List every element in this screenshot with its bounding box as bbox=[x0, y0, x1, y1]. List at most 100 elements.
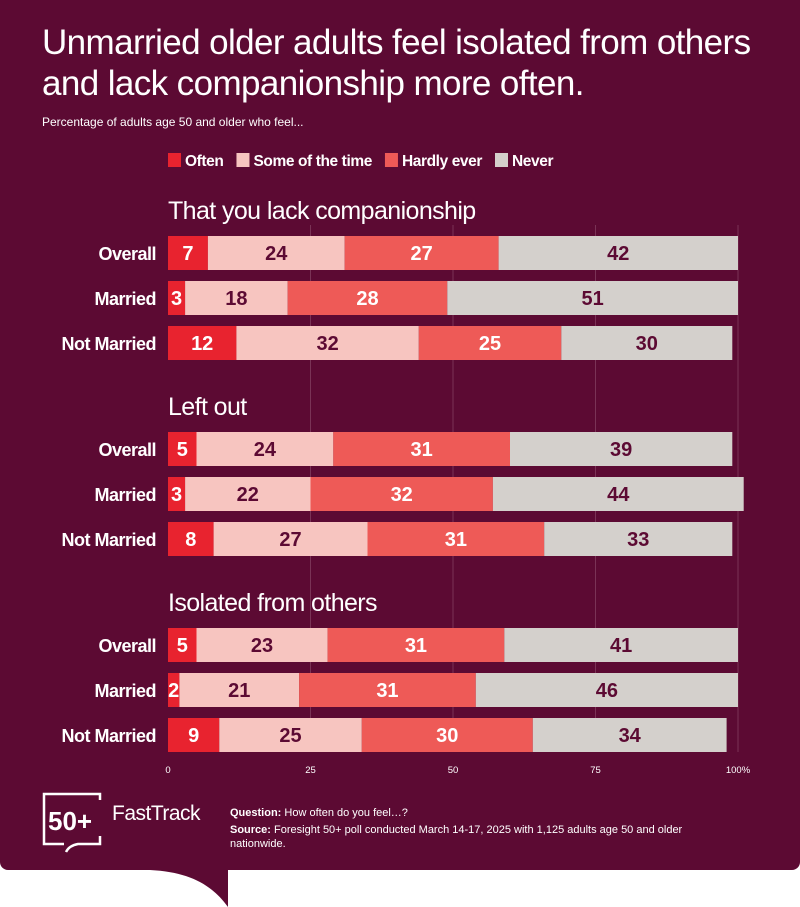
data-label: 5 bbox=[177, 635, 188, 657]
bar-segment-often bbox=[168, 432, 197, 466]
logo-text: 50+ bbox=[48, 806, 92, 836]
data-label: 27 bbox=[279, 529, 301, 551]
bar-segment-never bbox=[504, 628, 738, 662]
data-label: 44 bbox=[607, 484, 630, 506]
data-label: 51 bbox=[582, 288, 604, 310]
x-tick-label: 25 bbox=[305, 765, 316, 776]
row-label: Married bbox=[94, 289, 156, 309]
bar-segment-never bbox=[447, 281, 738, 315]
chart-subtitle: Percentage of adults age 50 and older wh… bbox=[42, 115, 304, 129]
legend-swatch-2 bbox=[384, 153, 398, 167]
panel-title: Left out bbox=[168, 393, 247, 421]
legend-label-0: Often bbox=[185, 153, 223, 170]
question-text: How often do you feel…? bbox=[284, 807, 408, 819]
bar-segment-often bbox=[168, 673, 180, 707]
data-label: 3 bbox=[171, 288, 182, 310]
bar-segment-some-of-the-time bbox=[207, 236, 345, 270]
legend-swatch-0 bbox=[168, 153, 181, 167]
x-tick-label: 0 bbox=[165, 765, 170, 776]
data-label: 46 bbox=[596, 680, 618, 702]
speech-bubble-tail bbox=[150, 860, 228, 907]
chart-title: Unmarried older adults feel isolated fro… bbox=[42, 23, 751, 103]
legend-label-2: Hardly ever bbox=[402, 153, 482, 170]
row-label: Not Married bbox=[61, 530, 156, 550]
row-label: Not Married bbox=[61, 334, 156, 354]
bar-segment-some-of-the-time bbox=[179, 673, 300, 707]
bar-segment-often bbox=[168, 236, 208, 270]
bar-segment-never bbox=[475, 673, 738, 707]
bar-segment-often bbox=[168, 522, 214, 556]
source-text: Foresight 50+ poll conducted March 14-17… bbox=[230, 824, 683, 850]
bar-segment-often bbox=[168, 718, 220, 752]
data-label: 30 bbox=[436, 725, 458, 747]
data-label: 23 bbox=[251, 635, 273, 657]
stacked-bar-chart: Often Some of the time Hardly ever Never Tha… bbox=[61, 153, 751, 776]
bar-segment-never bbox=[492, 477, 744, 511]
panel-title: That you lack companionship bbox=[168, 197, 476, 225]
bar-segment-never bbox=[544, 522, 733, 556]
bar-segment-some-of-the-time bbox=[219, 718, 362, 752]
bar-segment-some-of-the-time bbox=[196, 432, 334, 466]
brand-name: FastTrack bbox=[112, 802, 201, 825]
bar-segment-often bbox=[168, 477, 186, 511]
bar-segment-hardly-ever bbox=[418, 326, 562, 360]
bar-segment-hardly-ever bbox=[327, 628, 505, 662]
source-note: Source: Foresight 50+ poll conducted Mar… bbox=[230, 823, 720, 851]
data-label: 32 bbox=[391, 484, 413, 506]
question-label: Question: bbox=[230, 807, 282, 819]
bar-segment-hardly-ever bbox=[333, 432, 510, 466]
bar-segment-hardly-ever bbox=[361, 718, 533, 752]
data-label: 32 bbox=[316, 333, 338, 355]
data-label: 39 bbox=[610, 439, 632, 461]
data-label: 25 bbox=[479, 333, 501, 355]
row-label: Overall bbox=[98, 440, 156, 460]
bar-segment-some-of-the-time bbox=[185, 477, 311, 511]
data-label: 18 bbox=[225, 288, 247, 310]
bar-segment-often bbox=[168, 326, 237, 360]
data-label: 7 bbox=[182, 243, 193, 265]
data-label: 31 bbox=[411, 439, 433, 461]
data-label: 24 bbox=[254, 439, 277, 461]
data-label: 24 bbox=[265, 243, 288, 265]
data-label: 12 bbox=[191, 333, 213, 355]
legend-label-3: Never bbox=[512, 153, 553, 170]
data-label: 34 bbox=[619, 725, 642, 747]
bar-segment-never bbox=[561, 326, 733, 360]
legend-swatch-3 bbox=[495, 153, 508, 167]
bar-segment-never bbox=[532, 718, 727, 752]
fasttrack-logo-icon: 50+ bbox=[42, 792, 102, 853]
data-label: 3 bbox=[171, 484, 182, 506]
data-label: 42 bbox=[607, 243, 629, 265]
row-label: Not Married bbox=[61, 726, 156, 746]
question-note: Question: How often do you feel…? bbox=[230, 806, 720, 820]
bar-segment-never bbox=[498, 236, 738, 270]
data-label: 8 bbox=[185, 529, 196, 551]
data-label: 9 bbox=[188, 725, 199, 747]
data-label: 5 bbox=[177, 439, 188, 461]
data-label: 33 bbox=[627, 529, 649, 551]
data-label: 31 bbox=[405, 635, 427, 657]
legend-label-1: Some of the time bbox=[253, 153, 372, 170]
data-label: 30 bbox=[636, 333, 658, 355]
bar-segment-some-of-the-time bbox=[185, 281, 288, 315]
bar-segment-often bbox=[168, 281, 186, 315]
bar-segment-often bbox=[168, 628, 197, 662]
row-label: Married bbox=[94, 681, 156, 701]
data-label: 31 bbox=[445, 529, 467, 551]
data-label: 2 bbox=[168, 680, 179, 702]
data-label: 27 bbox=[411, 243, 433, 265]
bar-segment-some-of-the-time bbox=[213, 522, 368, 556]
row-label: Overall bbox=[98, 636, 156, 656]
bar-segment-never bbox=[510, 432, 733, 466]
data-label: 31 bbox=[376, 680, 398, 702]
x-tick-label: 50 bbox=[448, 765, 459, 776]
row-label: Overall bbox=[98, 244, 156, 264]
legend-swatch-1 bbox=[236, 153, 250, 167]
bar-segment-hardly-ever bbox=[344, 236, 499, 270]
data-label: 41 bbox=[610, 635, 632, 657]
bar-segment-some-of-the-time bbox=[196, 628, 328, 662]
bar-segment-hardly-ever bbox=[367, 522, 545, 556]
panel-title: Isolated from others bbox=[168, 589, 377, 617]
bar-segment-hardly-ever bbox=[299, 673, 476, 707]
bar-segment-hardly-ever bbox=[287, 281, 448, 315]
